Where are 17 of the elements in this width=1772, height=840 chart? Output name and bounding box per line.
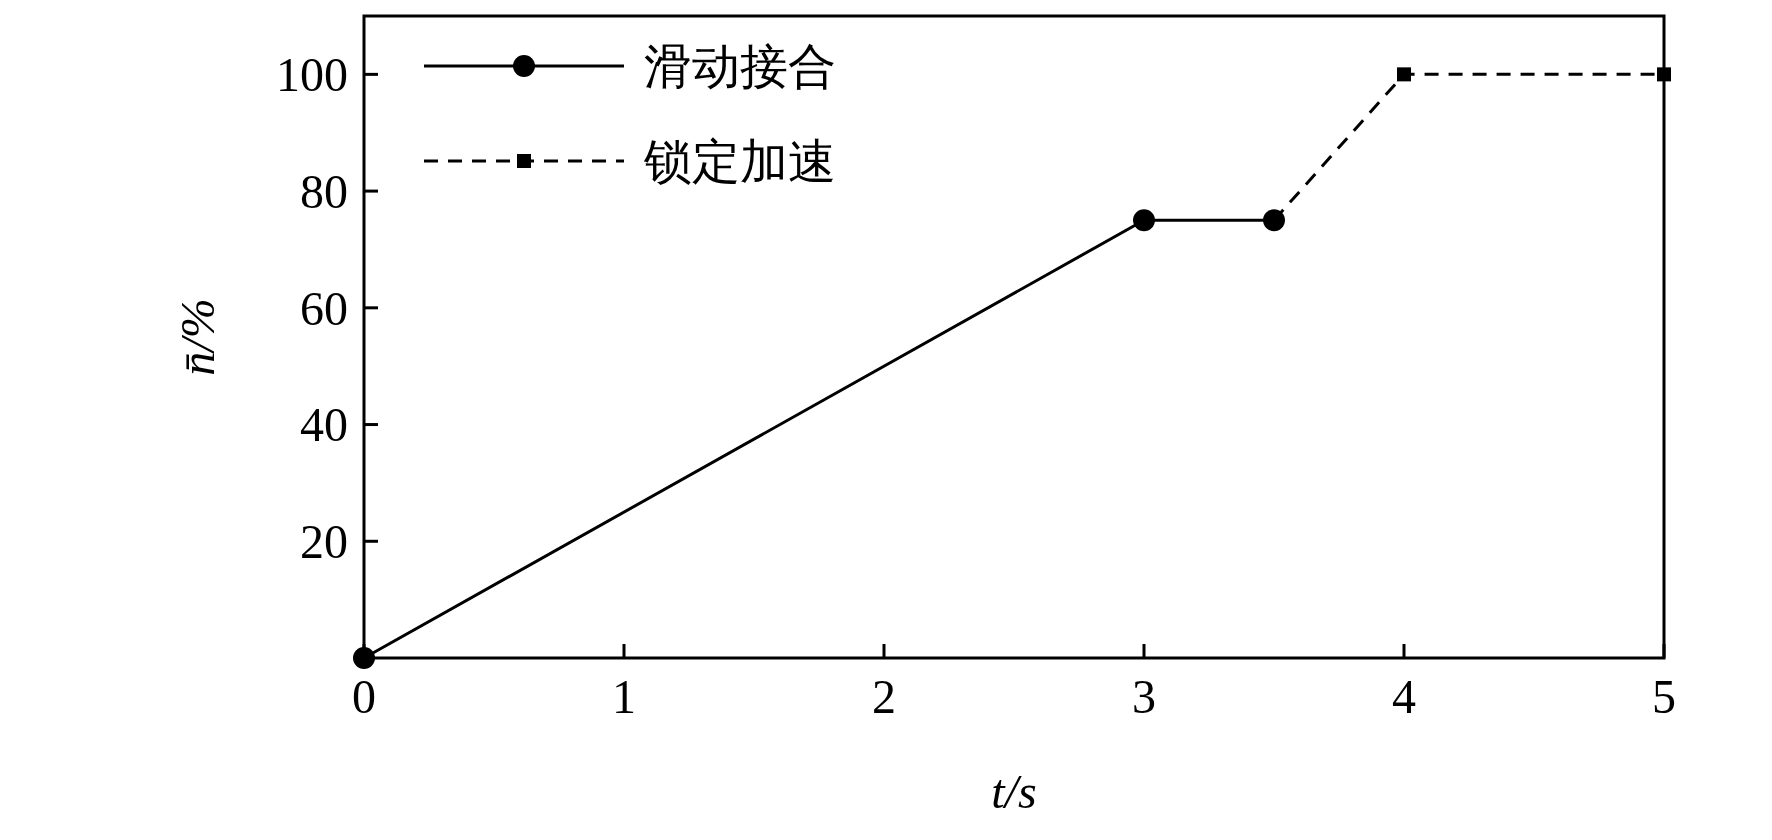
x-tick-label: 3 xyxy=(1132,670,1156,723)
y-tick-label: 80 xyxy=(300,164,348,218)
y-tick-label: 40 xyxy=(300,398,348,452)
legend-label: 锁定加速 xyxy=(643,134,836,188)
x-tick-label: 5 xyxy=(1652,670,1676,723)
x-tick-label: 1 xyxy=(612,670,636,723)
point xyxy=(1133,209,1155,232)
legend-label: 滑动接合 xyxy=(644,39,836,93)
y-axis-title: n̄/% xyxy=(171,298,224,376)
x-axis-title: t/s xyxy=(991,765,1037,818)
x-tick-label: 4 xyxy=(1392,670,1416,723)
x-tick-label: 2 xyxy=(872,670,896,723)
y-tick-label: 60 xyxy=(300,281,348,335)
y-tick-label: 20 xyxy=(300,515,348,569)
x-tick-label: 0 xyxy=(352,670,376,723)
y-tick-label: 100 xyxy=(276,48,348,102)
point xyxy=(1397,67,1411,82)
